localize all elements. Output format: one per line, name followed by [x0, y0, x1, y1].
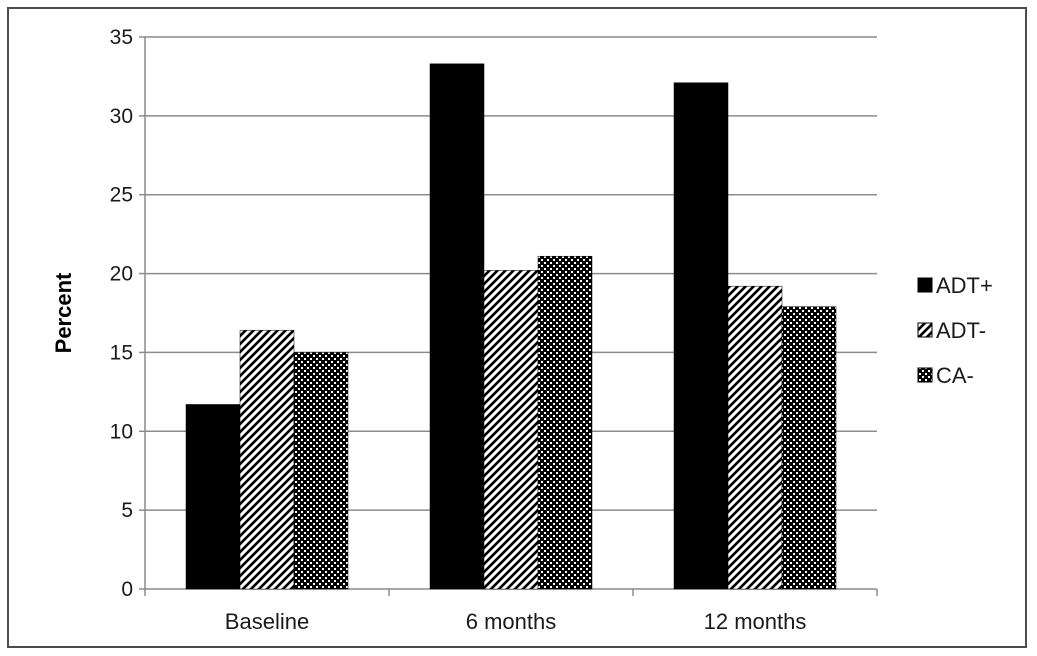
- y-tick-label: 20: [110, 263, 133, 286]
- bar-adt-6-months: [483, 270, 539, 590]
- y-tick-label: 15: [110, 341, 133, 364]
- y-tick-label: 30: [110, 105, 133, 128]
- legend: ADT+ ADT- CA-: [917, 273, 993, 388]
- legend-label: ADT+: [936, 273, 993, 298]
- y-tick-label: 35: [110, 26, 133, 49]
- x-tick-label: Baseline: [225, 609, 309, 634]
- legend-label: ADT-: [936, 318, 986, 343]
- bar-adt-12-months: [727, 285, 783, 590]
- bar-ca-12-months: [781, 306, 837, 590]
- tick-labels: 0 5 10 15 20 25 30 35 Baseline 6 months 12 months: [110, 26, 807, 634]
- bar-adt-12-months: [673, 82, 729, 590]
- legend-swatch: [917, 322, 933, 338]
- legend-swatch: [917, 367, 933, 383]
- y-tick-label: 25: [110, 184, 133, 207]
- bar-ca-baseline: [293, 352, 349, 590]
- bar-adt-6-months: [429, 63, 485, 590]
- y-tick-label: 10: [110, 420, 133, 443]
- x-tick-label: 6 months: [466, 609, 557, 634]
- bars: [185, 63, 837, 590]
- x-tick-label: 12 months: [704, 609, 807, 634]
- legend-label: CA-: [936, 363, 974, 388]
- y-tick-label: 5: [121, 499, 133, 522]
- bar-adt-baseline: [185, 404, 241, 590]
- bar-adt-baseline: [239, 330, 295, 590]
- legend-swatch: [917, 277, 933, 293]
- bar-ca-6-months: [537, 255, 593, 590]
- y-tick-label: 0: [121, 578, 133, 601]
- y-axis-label: Percent: [51, 272, 76, 353]
